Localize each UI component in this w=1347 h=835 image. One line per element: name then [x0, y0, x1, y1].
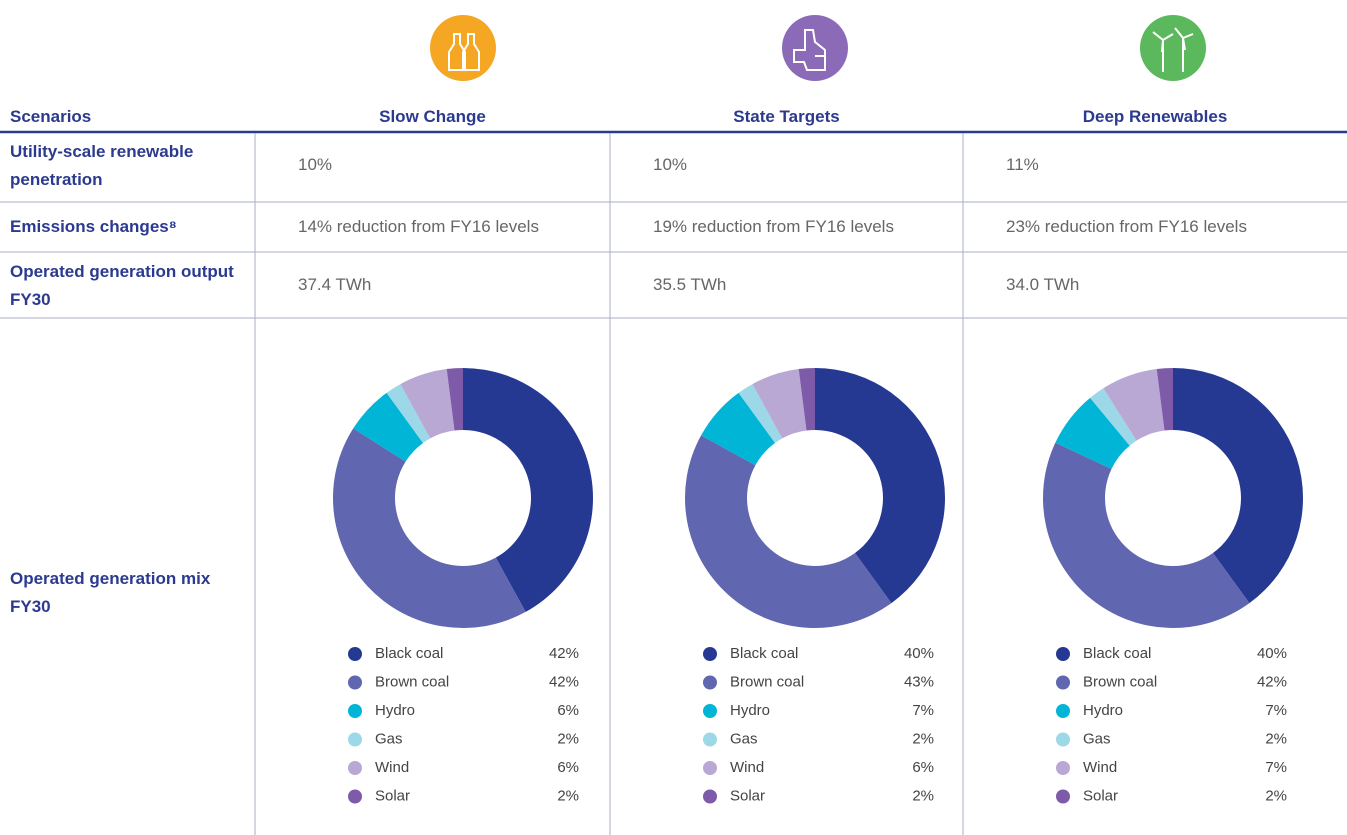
cell-value: 23% reduction from FY16 levels [1006, 217, 1247, 236]
legend-label: Brown coal [375, 673, 449, 690]
legend-swatch [1056, 675, 1070, 690]
legend-label: Wind [375, 759, 409, 776]
legend-label: Gas [730, 730, 758, 747]
donut-segment [1173, 368, 1303, 604]
legend-swatch [1056, 789, 1070, 804]
donut-segment [701, 392, 776, 466]
legend-value: 2% [557, 730, 579, 747]
cell-value: 11% [1006, 155, 1039, 174]
donut-segment [1043, 442, 1250, 629]
legend-swatch [348, 732, 362, 747]
legend-label: Brown coal [1083, 673, 1157, 690]
cell-value: 14% reduction from FY16 levels [298, 217, 539, 236]
cell-value: 34.0 TWh [1006, 275, 1080, 294]
legend-value: 2% [557, 787, 579, 804]
donut-segment [446, 368, 463, 431]
donut-segment [463, 368, 593, 612]
legend-value: 2% [912, 730, 934, 747]
legend-value: 42% [1257, 673, 1287, 690]
legend-value: 7% [1265, 702, 1287, 719]
legend-swatch [348, 675, 362, 690]
legend-label: Gas [1083, 730, 1111, 747]
donut-segment [400, 369, 455, 439]
legend-swatch [348, 789, 362, 804]
legend-value: 7% [1265, 759, 1287, 776]
legend-label: Black coal [730, 645, 798, 662]
column-header: Slow Change [379, 107, 486, 126]
legend-swatch [703, 761, 717, 775]
legend-label: Hydro [375, 702, 415, 719]
column-header: Scenarios [10, 107, 92, 126]
legend-label: Solar [375, 787, 410, 804]
legend-value: 40% [904, 645, 934, 662]
legend-label: Solar [1083, 787, 1118, 804]
icon-deep-renewables [1140, 15, 1206, 81]
donut-segment [815, 368, 945, 604]
donut-segment [333, 428, 526, 628]
grid [0, 133, 1347, 835]
donut-segment [1156, 368, 1173, 431]
legend-swatch [703, 647, 717, 661]
legend-value: 6% [557, 759, 579, 776]
legend-value: 6% [557, 702, 579, 719]
row-label: Emissions changes⁸ [10, 217, 177, 236]
icon-slow-change [430, 15, 496, 81]
legend-label: Wind [1083, 759, 1117, 776]
legend-value: 43% [904, 673, 934, 690]
legend-label: Solar [730, 787, 765, 804]
column-header: Deep Renewables [1082, 107, 1228, 126]
legend-label: Brown coal [730, 673, 804, 690]
legend-swatch [703, 675, 717, 690]
donut-segment [1103, 369, 1165, 441]
column-header: State Targets [733, 107, 840, 126]
legend-value: 42% [549, 673, 579, 690]
donut-segment [685, 435, 892, 628]
legend-swatch [348, 704, 362, 718]
row-label: Operated generation output FY30 [10, 262, 234, 309]
donut-segment [1055, 397, 1130, 470]
legend-swatch [703, 789, 717, 804]
legend-swatch [348, 761, 362, 775]
legend-value: 7% [912, 702, 934, 719]
row-label: Utility-scale renewable penetration [10, 142, 194, 189]
cell-value: 10% [653, 155, 688, 174]
legend-swatch [1056, 761, 1070, 775]
legend-swatch [1056, 704, 1070, 718]
legend-swatch [703, 732, 717, 747]
legend-swatch [1056, 647, 1070, 661]
legend-label: Black coal [375, 645, 443, 662]
donut-segment [738, 384, 783, 443]
legend-label: Black coal [1083, 645, 1151, 662]
cell-value: 35.5 TWh [653, 275, 727, 294]
legend-value: 40% [1257, 645, 1287, 662]
legend-value: 2% [1265, 730, 1287, 747]
donut-segment [353, 392, 424, 462]
cell-value: 19% reduction from FY16 levels [653, 217, 894, 236]
legend-swatch [348, 647, 362, 661]
legend-value: 6% [912, 759, 934, 776]
donut-segment [1090, 388, 1137, 446]
cell-value: 37.4 TWh [298, 275, 372, 294]
legend-swatch [1056, 732, 1070, 747]
icon-state-targets [782, 15, 848, 81]
donut-segment [386, 384, 431, 443]
legend-label: Hydro [730, 702, 770, 719]
legend-swatch [703, 704, 717, 718]
donut-segment [752, 369, 807, 439]
legend-value: 2% [1265, 787, 1287, 804]
legend-value: 2% [912, 787, 934, 804]
legend-label: Hydro [1083, 702, 1123, 719]
legend-label: Wind [730, 759, 764, 776]
row-label: Operated generation mix FY30 [10, 569, 211, 616]
cell-value: 10% [298, 155, 333, 174]
donut-segment [798, 368, 815, 431]
legend-value: 42% [549, 645, 579, 662]
legend-label: Gas [375, 730, 403, 747]
